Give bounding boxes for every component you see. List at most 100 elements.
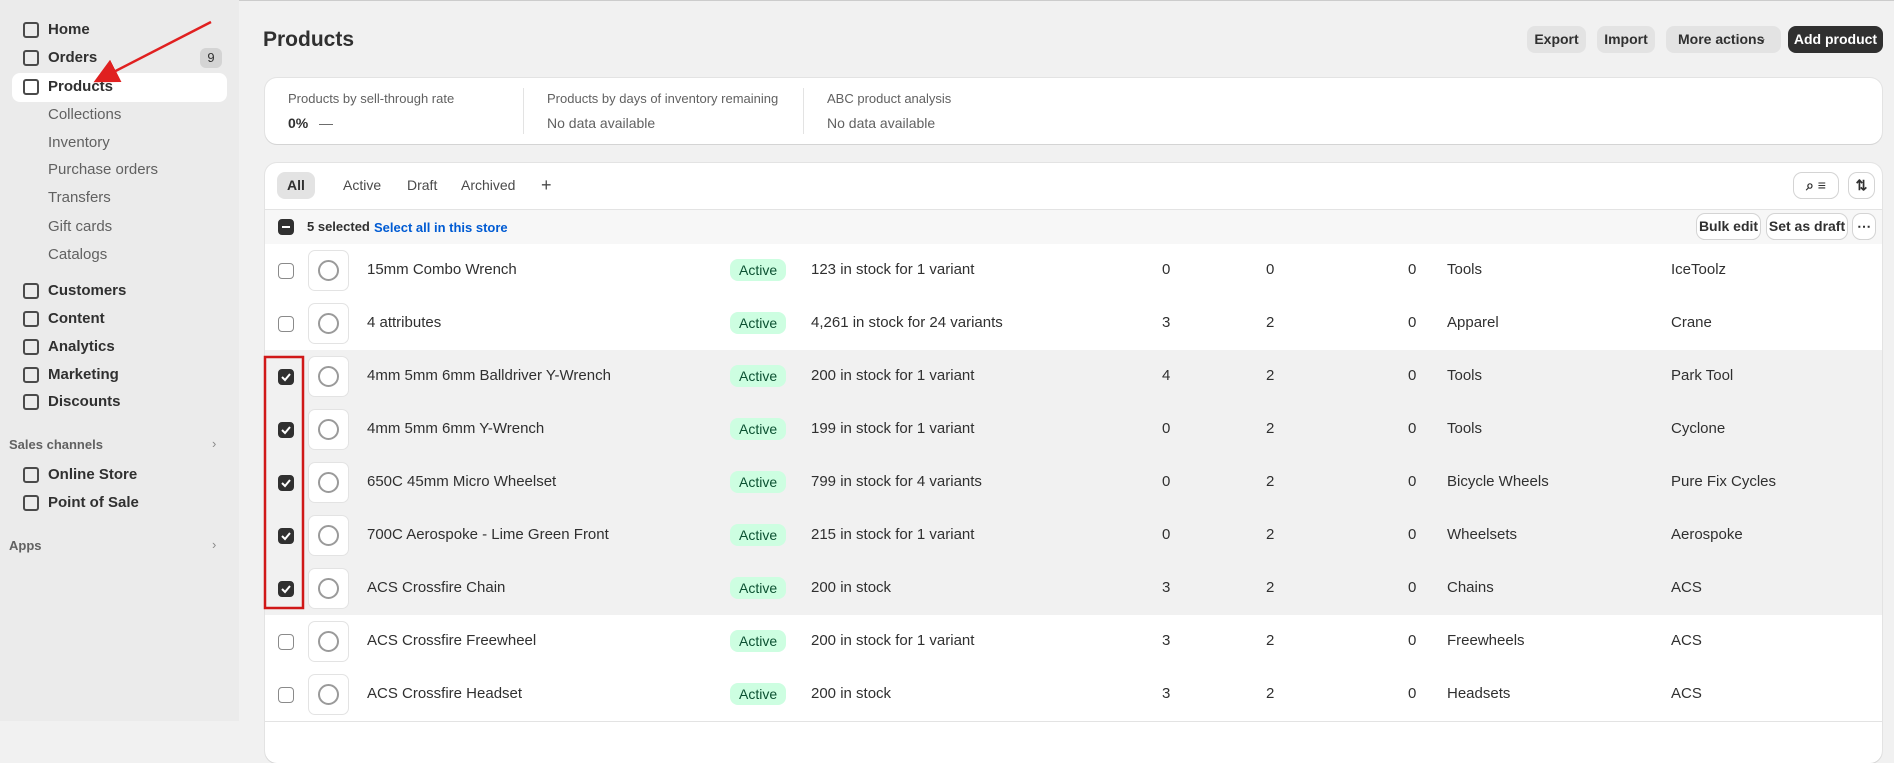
count: 0 — [1266, 261, 1275, 278]
nav-icon — [23, 467, 39, 483]
count: 3 — [1162, 632, 1171, 649]
nav-item[interactable]: Gift cards — [48, 218, 113, 235]
selection-bar: 5 selected Select all in this store Bulk e… — [265, 209, 1882, 245]
status-badge: Active — [730, 312, 787, 334]
row-checkbox[interactable] — [278, 422, 294, 438]
vendor: Cyclone — [1671, 420, 1726, 437]
check-path — [281, 532, 291, 541]
count: 3 — [1162, 685, 1171, 702]
selected-count: 5 selected — [307, 219, 370, 234]
nav-icon — [23, 50, 39, 66]
nav-item[interactable]: Analytics — [48, 338, 115, 355]
status-badge: Active — [730, 418, 787, 440]
product-thumbnail — [308, 568, 349, 609]
primary-button[interactable]: Add product — [1788, 26, 1883, 53]
product-name[interactable]: 650C 45mm Micro Wheelset — [367, 473, 557, 490]
product-row[interactable]: 4mm 5mm 6mm Y-Wrench Active 199 in stock f… — [265, 403, 1882, 457]
section-title[interactable]: Apps — [9, 538, 42, 553]
thumbnail-shape — [318, 631, 339, 652]
row-checkbox[interactable] — [278, 369, 294, 385]
thumbnail-shape — [318, 260, 339, 281]
row-checkbox[interactable] — [278, 581, 294, 597]
divider — [523, 88, 524, 134]
main: Products by sell-through rate 0% — Products… — [239, 0, 1894, 763]
product-row[interactable]: 700C Aerospoke - Lime Green Front Active 2… — [265, 509, 1882, 563]
thumbnail-shape — [318, 525, 339, 546]
product-row[interactable]: 15mm Combo Wrench Active 123 in stock for … — [265, 244, 1882, 298]
bulk-action[interactable]: Bulk edit — [1697, 214, 1760, 239]
nav-item[interactable]: Inventory — [48, 134, 110, 151]
product-name[interactable]: ACS Crossfire Headset — [367, 685, 523, 702]
product-name[interactable]: 4mm 5mm 6mm Balldriver Y-Wrench — [367, 367, 611, 384]
nav-item[interactable]: Customers — [48, 282, 127, 299]
nav-item[interactable]: Catalogs — [48, 246, 108, 263]
product-type: Headsets — [1447, 685, 1511, 702]
product-type: Wheelsets — [1447, 526, 1518, 543]
inventory: 123 in stock for 1 variant — [811, 261, 975, 278]
product-type: Tools — [1447, 367, 1483, 384]
row-checkbox[interactable] — [278, 263, 294, 279]
nav-icon — [23, 283, 39, 299]
product-thumbnail — [308, 515, 349, 556]
product-name[interactable]: 4 attributes — [367, 314, 442, 331]
metric-label: Products by sell-through rate — [288, 91, 455, 106]
product-name[interactable]: 15mm Combo Wrench — [367, 261, 517, 278]
product-row[interactable]: ACS Crossfire Freewheel Active 200 in stoc… — [265, 615, 1882, 669]
product-name[interactable]: ACS Crossfire Freewheel — [367, 632, 537, 649]
filter-tab[interactable]: + — [541, 175, 552, 195]
nav-item[interactable]: Marketing — [48, 366, 119, 383]
nav-item[interactable]: Purchase orders — [48, 161, 159, 178]
product-row[interactable]: 650C 45mm Micro Wheelset Active 799 in sto… — [265, 456, 1882, 510]
status-badge: Active — [730, 524, 787, 546]
row-checkbox[interactable] — [278, 687, 294, 703]
header-button[interactable]: More actions — [1666, 26, 1781, 53]
filter-tab[interactable]: Archived — [461, 177, 516, 193]
section-title[interactable]: Sales channels — [9, 437, 103, 452]
row-checkbox[interactable] — [278, 528, 294, 544]
search-filter-button[interactable]: ⌕ ≡ — [1794, 173, 1838, 198]
filter-tab[interactable]: Active — [343, 177, 382, 193]
metric-value: No data available — [547, 115, 656, 131]
sort-button[interactable]: ⇅ — [1849, 173, 1874, 198]
bulk-action[interactable]: Set as draft — [1767, 214, 1847, 239]
product-row[interactable]: ACS Crossfire Chain Active 200 in stock 3 2 0… — [265, 562, 1882, 616]
status-badge: Active — [730, 683, 787, 705]
header-button[interactable]: Export — [1527, 26, 1586, 53]
metric-trend: — — [319, 115, 333, 131]
count: 0 — [1408, 579, 1417, 596]
nav-icon — [23, 22, 39, 38]
count: 3 — [1162, 579, 1171, 596]
more-button[interactable]: ⋯ — [1853, 214, 1875, 239]
nav-item[interactable]: Home — [48, 21, 90, 38]
product-row[interactable]: 4 attributes Active 4,261 in stock for 24 … — [265, 297, 1882, 351]
select-all-checkbox[interactable] — [278, 219, 294, 235]
select-all-link[interactable]: Select all in this store — [374, 220, 508, 235]
product-name[interactable]: ACS Crossfire Chain — [367, 579, 506, 596]
nav-item[interactable]: Discounts — [48, 393, 121, 410]
nav-item[interactable]: Content — [48, 310, 105, 327]
product-type: Chains — [1447, 579, 1494, 596]
filter-tab[interactable]: Draft — [407, 177, 438, 193]
product-type: Freewheels — [1447, 632, 1525, 649]
nav-item[interactable]: Online Store — [48, 466, 138, 483]
count: 0 — [1408, 632, 1417, 649]
nav-icon — [23, 495, 39, 511]
product-row[interactable]: 4mm 5mm 6mm Balldriver Y-Wrench Active 200… — [265, 350, 1882, 404]
product-name[interactable]: 4mm 5mm 6mm Y-Wrench — [367, 420, 545, 437]
header-button[interactable]: Import — [1597, 26, 1655, 53]
row-checkbox[interactable] — [278, 316, 294, 332]
row-checkbox[interactable] — [278, 475, 294, 491]
checkmark — [281, 426, 291, 435]
nav-item[interactable]: Orders — [48, 49, 98, 66]
product-thumbnail — [308, 303, 349, 344]
filter-tab[interactable]: All — [277, 172, 315, 199]
nav-item[interactable]: Point of Sale — [48, 494, 139, 511]
inventory: 200 in stock for 1 variant — [811, 367, 975, 384]
product-row[interactable]: ACS Crossfire Headset Active 200 in stock 3… — [265, 668, 1882, 722]
row-checkbox[interactable] — [278, 634, 294, 650]
nav-item[interactable]: Products — [48, 78, 114, 95]
count: 0 — [1408, 261, 1417, 278]
nav-item[interactable]: Collections — [48, 106, 122, 123]
product-name[interactable]: 700C Aerospoke - Lime Green Front — [367, 526, 609, 543]
nav-item[interactable]: Transfers — [48, 189, 111, 206]
